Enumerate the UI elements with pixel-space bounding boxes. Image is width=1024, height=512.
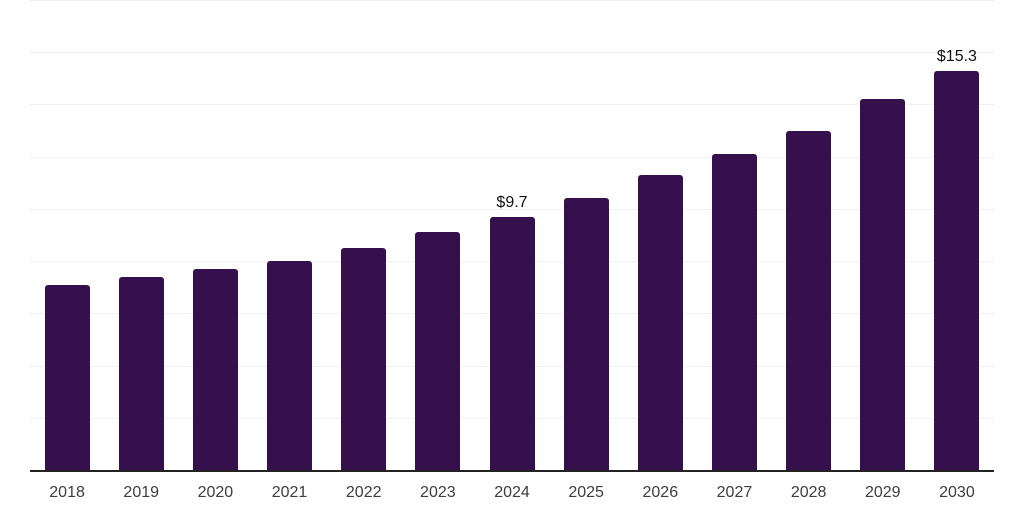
x-tick-label-2019: 2019	[123, 484, 160, 501]
x-tick-label-2024: 2024	[494, 484, 530, 501]
bar-2020	[192, 268, 238, 470]
bar-value-label-2030: $15.3	[936, 47, 977, 65]
x-tick-label-2022: 2022	[345, 484, 382, 501]
x-tick-label-2025: 2025	[568, 484, 604, 501]
gridline	[30, 156, 994, 158]
gridline	[30, 208, 994, 210]
x-tick-label-2020: 2020	[197, 484, 234, 501]
x-tick-label-2021: 2021	[271, 484, 308, 501]
bar-2028	[786, 130, 832, 470]
gridline	[30, 0, 994, 1]
gridline	[30, 104, 994, 106]
bar-2025	[563, 198, 609, 470]
bar-2023	[415, 232, 461, 470]
x-tick-label-2023: 2023	[420, 484, 456, 501]
x-tick-label-2027: 2027	[716, 484, 753, 501]
x-tick-label-2028: 2028	[790, 484, 827, 501]
x-tick-label-2026: 2026	[642, 484, 679, 501]
x-tick-label-2030: 2030	[939, 484, 975, 501]
bar-2026	[637, 174, 683, 470]
bar-2018	[44, 284, 90, 470]
bar-2019	[118, 276, 164, 470]
x-tick-label-2029: 2029	[864, 484, 901, 501]
bar-2027	[711, 154, 757, 470]
gridline	[30, 52, 994, 54]
bar-2024	[489, 216, 535, 470]
chart-plot-area: $9.7 $15.3	[30, 0, 994, 472]
bar-2030	[934, 70, 980, 470]
x-tick-label-2018: 2018	[49, 484, 85, 501]
bar-2029	[860, 99, 906, 470]
bar-2021	[267, 261, 313, 470]
bar-value-label-2024: $9.7	[496, 193, 528, 211]
bar-2022	[341, 248, 387, 470]
chart-x-axis: 2018 2019 2020 2021 2022 2023 2024 2025 2026 2027…	[30, 472, 994, 512]
